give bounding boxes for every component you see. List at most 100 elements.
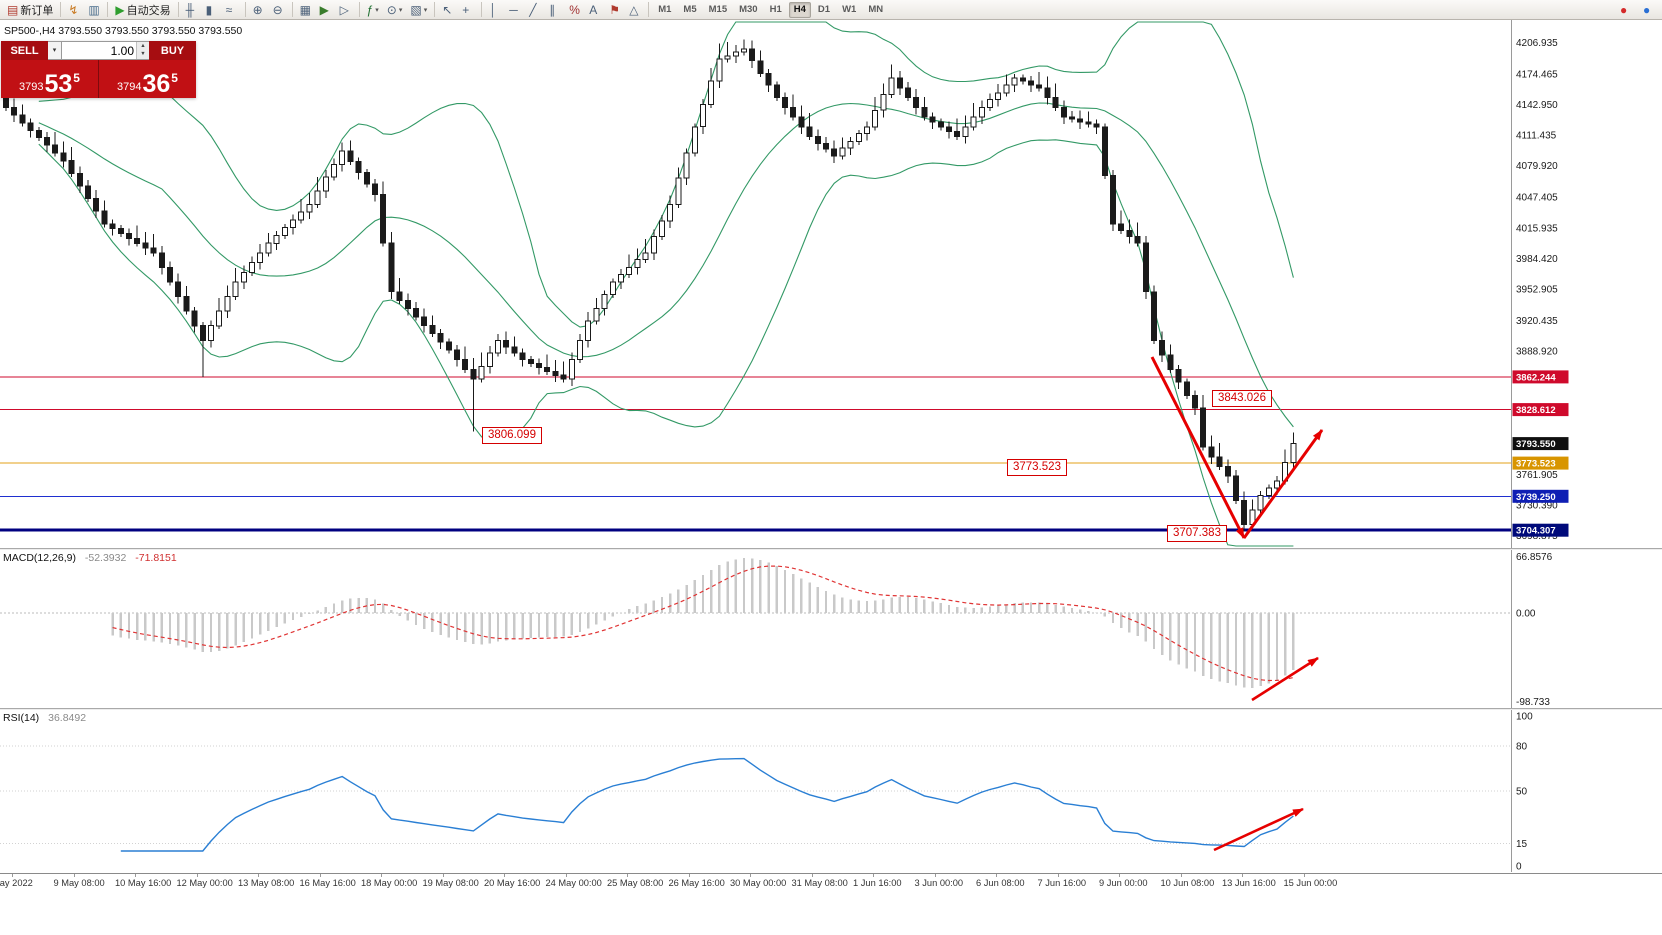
- time-axis-tick: [258, 874, 259, 877]
- periods-button[interactable]: ⊙ ▾: [383, 1, 407, 19]
- sell-price-small: 3793: [19, 81, 44, 93]
- time-axis-label: 15 Jun 00:00: [1283, 878, 1338, 888]
- volume-input[interactable]: [62, 42, 136, 59]
- volume-down-button[interactable]: ▼: [137, 50, 149, 59]
- depth-of-market-button[interactable]: ▥: [84, 1, 104, 19]
- community-badge-button[interactable]: ●: [1639, 1, 1659, 19]
- timeframe-m15-button[interactable]: M15: [704, 2, 732, 18]
- svg-text:3761.905: 3761.905: [1516, 470, 1558, 481]
- toolbar-separator: [481, 2, 483, 17]
- chart-info-line: SP500-,H4 3793.550 3793.550 3793.550 379…: [4, 25, 243, 37]
- volume-dropdown-button[interactable]: ▾: [48, 41, 62, 60]
- timeframe-h1-button[interactable]: H1: [765, 2, 787, 18]
- quick-trade-button[interactable]: ↯: [64, 1, 84, 19]
- sell-button[interactable]: SELL: [1, 41, 48, 60]
- main-price-chart[interactable]: 4206.935 4174.465 4142.950 4111.435 4079.920…: [0, 20, 1662, 548]
- rsi-level-lines: [0, 745, 1511, 844]
- toolbar-separator: [244, 2, 246, 17]
- time-axis-label: 6 Jun 08:00: [976, 878, 1025, 888]
- buy-price-display[interactable]: 3794 36 5: [99, 60, 196, 98]
- timeframe-h4-button[interactable]: H4: [788, 1, 811, 18]
- timeframe-m30-button[interactable]: M30: [734, 2, 762, 18]
- volume-up-button[interactable]: ▲: [137, 42, 149, 51]
- time-axis-label: 24 May 00:00: [545, 878, 602, 888]
- zoom-in-button[interactable]: ⊕: [249, 1, 269, 19]
- panel-separator[interactable]: [0, 708, 1662, 710]
- svg-text:3952.905: 3952.905: [1516, 284, 1558, 295]
- trendline-button[interactable]: ╱: [525, 1, 545, 19]
- cursor-button[interactable]: ↖: [438, 1, 458, 19]
- dropdown-caret-icon: ▾: [375, 6, 379, 14]
- timeframe-m5-button[interactable]: M5: [678, 2, 701, 18]
- timeframe-w1-button[interactable]: W1: [837, 2, 861, 18]
- line-chart-button[interactable]: ≈: [222, 1, 242, 19]
- shapes-button[interactable]: △: [625, 1, 645, 19]
- timeframe-d1-button[interactable]: D1: [813, 2, 835, 18]
- periods-icon: ⊙: [386, 2, 397, 17]
- time-axis: May 2022 9 May 08:00 10 May 16:00 12 May 00…: [0, 873, 1662, 893]
- horizontal-line-button[interactable]: ─: [505, 1, 525, 19]
- templates-button[interactable]: ▧ ▾: [406, 1, 431, 19]
- bollinger-lower: [38, 139, 1294, 547]
- time-axis-tick: [1180, 874, 1182, 877]
- horizontal-level-lines: [0, 376, 1511, 532]
- channel-icon: ∥: [549, 2, 556, 17]
- fibonacci-icon: %: [569, 2, 580, 17]
- timeframe-mn-button[interactable]: MN: [863, 2, 888, 18]
- bar-chart-button[interactable]: ╫: [182, 1, 202, 19]
- candles: [3, 39, 1297, 532]
- zoom-out-button[interactable]: ⊖: [269, 1, 289, 19]
- auto-trading-label: 自动交易: [126, 4, 171, 17]
- trend-arrow: [1213, 807, 1304, 852]
- macd-panel[interactable]: 66.8576 0.00 -98.733: [0, 550, 1662, 708]
- crosshair-button[interactable]: +: [458, 1, 478, 19]
- chart-shift-icon: ▷: [339, 2, 349, 17]
- timeframe-m1-button[interactable]: M1: [653, 2, 676, 18]
- arrows-tool-button[interactable]: ⚑: [605, 1, 625, 19]
- indicators-icon: ƒ: [366, 2, 374, 17]
- macd-indicator-label: MACD(12,26,9) -52.3932 -71.8151: [3, 552, 177, 564]
- trend-arrow: [1242, 429, 1324, 539]
- time-axis-label: 9 Jun 00:00: [1099, 878, 1148, 888]
- rsi-panel[interactable]: 100 80 50 15 0: [0, 710, 1662, 872]
- price-axis-tags: 3862.244 3828.612 3793.550 3773.523 3739.250…: [1512, 370, 1569, 537]
- svg-text:3730.390: 3730.390: [1516, 500, 1558, 511]
- horizontal-line-icon: ─: [509, 2, 518, 17]
- alerts-badge-button[interactable]: ●: [1616, 1, 1636, 19]
- auto-trading-icon: ▶: [115, 2, 125, 17]
- new-order-button[interactable]: ▤ 新订单: [3, 1, 57, 19]
- svg-text:80: 80: [1516, 742, 1528, 753]
- fibonacci-button[interactable]: %: [565, 1, 585, 19]
- autoscroll-icon: ▶: [319, 2, 329, 17]
- community-badge-icon: ●: [1643, 2, 1651, 17]
- time-axis-tick: [196, 874, 198, 877]
- tile-windows-icon: ▦: [299, 2, 311, 17]
- sell-price-display[interactable]: 3793 53 5: [1, 60, 99, 98]
- autoscroll-button[interactable]: ▶: [316, 1, 336, 19]
- time-axis-tick: [1057, 874, 1059, 877]
- tile-windows-button[interactable]: ▦: [296, 1, 316, 19]
- time-axis-label: 19 May 08:00: [422, 878, 479, 888]
- new-order-label: 新订单: [20, 4, 54, 17]
- text-button[interactable]: A: [585, 1, 605, 19]
- chart-shift-button[interactable]: ▷: [336, 1, 356, 19]
- vertical-line-button[interactable]: │: [485, 1, 505, 19]
- alerts-badge-icon: ●: [1620, 2, 1628, 17]
- svg-text:100: 100: [1516, 712, 1533, 723]
- panel-separator[interactable]: [0, 548, 1662, 550]
- channel-button[interactable]: ∥: [545, 1, 565, 19]
- crosshair-icon: +: [462, 2, 470, 17]
- svg-text:15: 15: [1516, 839, 1528, 850]
- time-axis-tick: [442, 874, 444, 877]
- time-axis-tick: [1303, 874, 1305, 877]
- buy-button[interactable]: BUY: [149, 41, 196, 60]
- candlestick-chart-button[interactable]: ▮: [202, 1, 222, 19]
- time-axis-tick: [811, 874, 813, 877]
- time-axis-label: 25 May 08:00: [607, 878, 664, 888]
- auto-trading-button[interactable]: ▶ 自动交易: [111, 1, 174, 19]
- time-axis-label: 20 May 16:00: [484, 878, 541, 888]
- indicators-button[interactable]: ƒ ▾: [363, 1, 383, 19]
- time-axis-label: 7 Jun 16:00: [1037, 878, 1087, 888]
- templates-icon: ▧: [410, 2, 422, 17]
